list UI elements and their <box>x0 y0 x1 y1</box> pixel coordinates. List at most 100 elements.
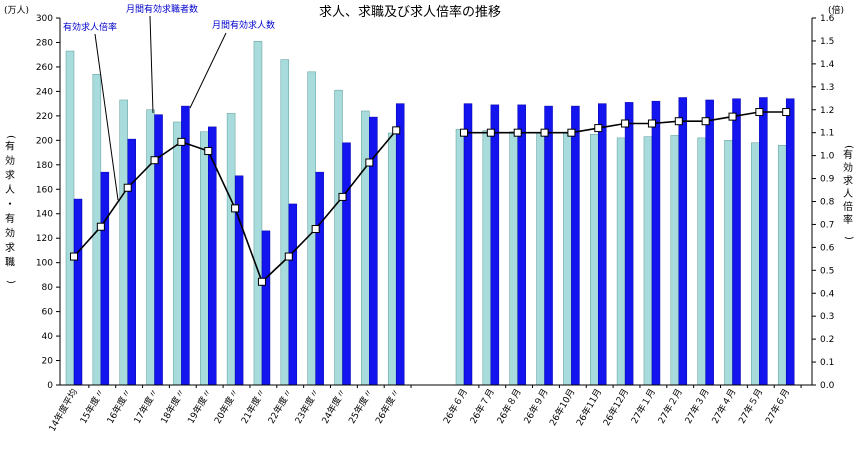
bar-job-seekers <box>280 59 290 386</box>
left-tick-label: 120 <box>36 234 53 244</box>
bar-job-seekers <box>751 142 760 386</box>
right-tick-label: 1.5 <box>820 37 834 47</box>
right-tick-label: 1.1 <box>820 129 834 139</box>
x-tick-label: 26年12月 <box>600 387 631 428</box>
left-tick-label: 200 <box>36 136 53 146</box>
ratio-marker <box>284 252 293 261</box>
x-tick-label: 27年６月 <box>763 387 793 426</box>
bar-job-offers <box>785 98 795 386</box>
bar-job-offers <box>705 99 714 386</box>
bar-job-offers <box>571 105 580 386</box>
bar-job-seekers <box>253 40 263 386</box>
left-tick-label: 300 <box>36 14 53 24</box>
x-axis-labels: 14年度平均15年度〃16年度〃17年度〃18年度〃19年度〃20年度〃21年度… <box>46 385 802 434</box>
ratio-marker <box>70 252 78 261</box>
right-tick-label: 0.5 <box>820 266 834 276</box>
bar-job-offers <box>100 171 110 386</box>
left-tick-label: 20 <box>42 357 54 367</box>
x-tick-label: 26年７月 <box>467 387 497 426</box>
left-tick-label: 240 <box>36 87 53 97</box>
right-tick-label: 1.6 <box>820 14 835 24</box>
bar-job-offers <box>342 142 351 386</box>
ratio-marker <box>674 117 683 126</box>
left-tick-label: 40 <box>42 332 54 342</box>
bar-job-seekers <box>563 132 572 386</box>
annotation-job-offers: 月間有効求人数 <box>212 19 275 31</box>
right-tick-label: 0.1 <box>820 358 834 368</box>
bar-job-offers <box>624 102 634 386</box>
ratio-marker <box>594 124 603 133</box>
bar-job-seekers <box>697 137 706 386</box>
ratio-marker <box>204 147 213 156</box>
ratio-marker <box>567 128 576 137</box>
x-tick-label: 23年度〃 <box>292 387 322 426</box>
ratio-marker <box>231 204 240 213</box>
annotations-layer: 有効求人倍率 月間有効求職者数 月間有効求人数 <box>63 3 275 201</box>
bar-job-seekers <box>200 131 209 386</box>
bar-job-offers <box>598 103 607 386</box>
x-tick-label: 19年度〃 <box>185 387 215 426</box>
bar-job-offers <box>517 104 526 386</box>
ratio-marker <box>540 128 549 137</box>
x-tick-label: 26年度〃 <box>373 387 403 426</box>
right-tick-label: 0.4 <box>820 289 835 299</box>
bar-job-seekers <box>643 136 653 386</box>
left-tick-label: 260 <box>36 63 53 73</box>
ratio-marker <box>311 225 320 234</box>
bar-job-offers <box>73 198 83 386</box>
left-axis-ticks: 0 20 40 60 80 100 120 140 160 180 200 220 240 260 280 3… <box>36 14 60 391</box>
left-tick-label: 60 <box>42 308 54 318</box>
left-axis-title: (有効求人・有効求職) <box>5 135 16 284</box>
annotation-ratio: 有効求人倍率 <box>63 21 117 33</box>
left-unit-label: (万人) <box>4 5 29 16</box>
bar-job-offers <box>490 104 500 386</box>
right-tick-label: 1.2 <box>820 106 834 116</box>
right-tick-label: 0.0 <box>820 381 835 391</box>
x-tick-label: 22年度〃 <box>265 387 295 426</box>
ratio-marker <box>123 183 132 192</box>
ratio-marker <box>460 128 468 137</box>
x-tick-label: 27年５月 <box>736 387 766 426</box>
bar-job-seekers <box>65 50 75 386</box>
ratio-marker <box>728 112 737 121</box>
x-tick-label: 15年度〃 <box>77 387 107 426</box>
left-tick-label: 0 <box>47 381 53 391</box>
right-tick-label: 0.2 <box>820 335 834 345</box>
ratio-marker <box>257 277 266 286</box>
bar-job-offers <box>759 97 768 386</box>
bar-job-offers <box>544 105 553 386</box>
bar-job-seekers <box>616 137 626 386</box>
bar-job-seekers <box>777 144 787 386</box>
left-tick-label: 140 <box>36 210 53 220</box>
left-tick-label: 280 <box>36 38 53 48</box>
bar-job-seekers <box>509 131 518 386</box>
bar-job-offers <box>315 171 324 386</box>
left-tick-label: 220 <box>36 112 53 122</box>
ratio-marker <box>755 108 764 117</box>
bar-job-seekers <box>361 110 370 386</box>
bar-job-seekers <box>387 132 397 386</box>
bar-job-offers <box>127 138 136 386</box>
ratio-marker <box>513 128 522 137</box>
ratio-marker <box>782 108 791 117</box>
ratio-marker <box>96 222 105 231</box>
bar-job-seekers <box>226 113 236 386</box>
bar-job-offers <box>651 100 661 386</box>
bars-layer <box>65 40 795 386</box>
bar-job-seekers <box>455 129 465 386</box>
annotation-job-seekers: 月間有効求職者数 <box>126 3 198 15</box>
x-tick-label: 27年４月 <box>709 387 739 426</box>
ratio-marker <box>486 128 495 137</box>
x-tick-label: 21年度〃 <box>238 387 268 426</box>
bar-job-seekers <box>670 135 680 386</box>
bar-job-offers <box>181 105 190 386</box>
bar-job-seekers <box>334 89 343 386</box>
x-tick-label: 20年度〃 <box>212 387 242 426</box>
right-tick-label: 1.0 <box>820 152 835 162</box>
x-tick-label: 26年８月 <box>494 387 524 426</box>
ratio-marker <box>701 117 710 126</box>
right-unit-label: (倍) <box>828 4 844 16</box>
bar-job-offers <box>288 203 298 386</box>
x-tick-label: 14年度平均 <box>46 387 80 434</box>
ratio-marker <box>365 158 374 167</box>
